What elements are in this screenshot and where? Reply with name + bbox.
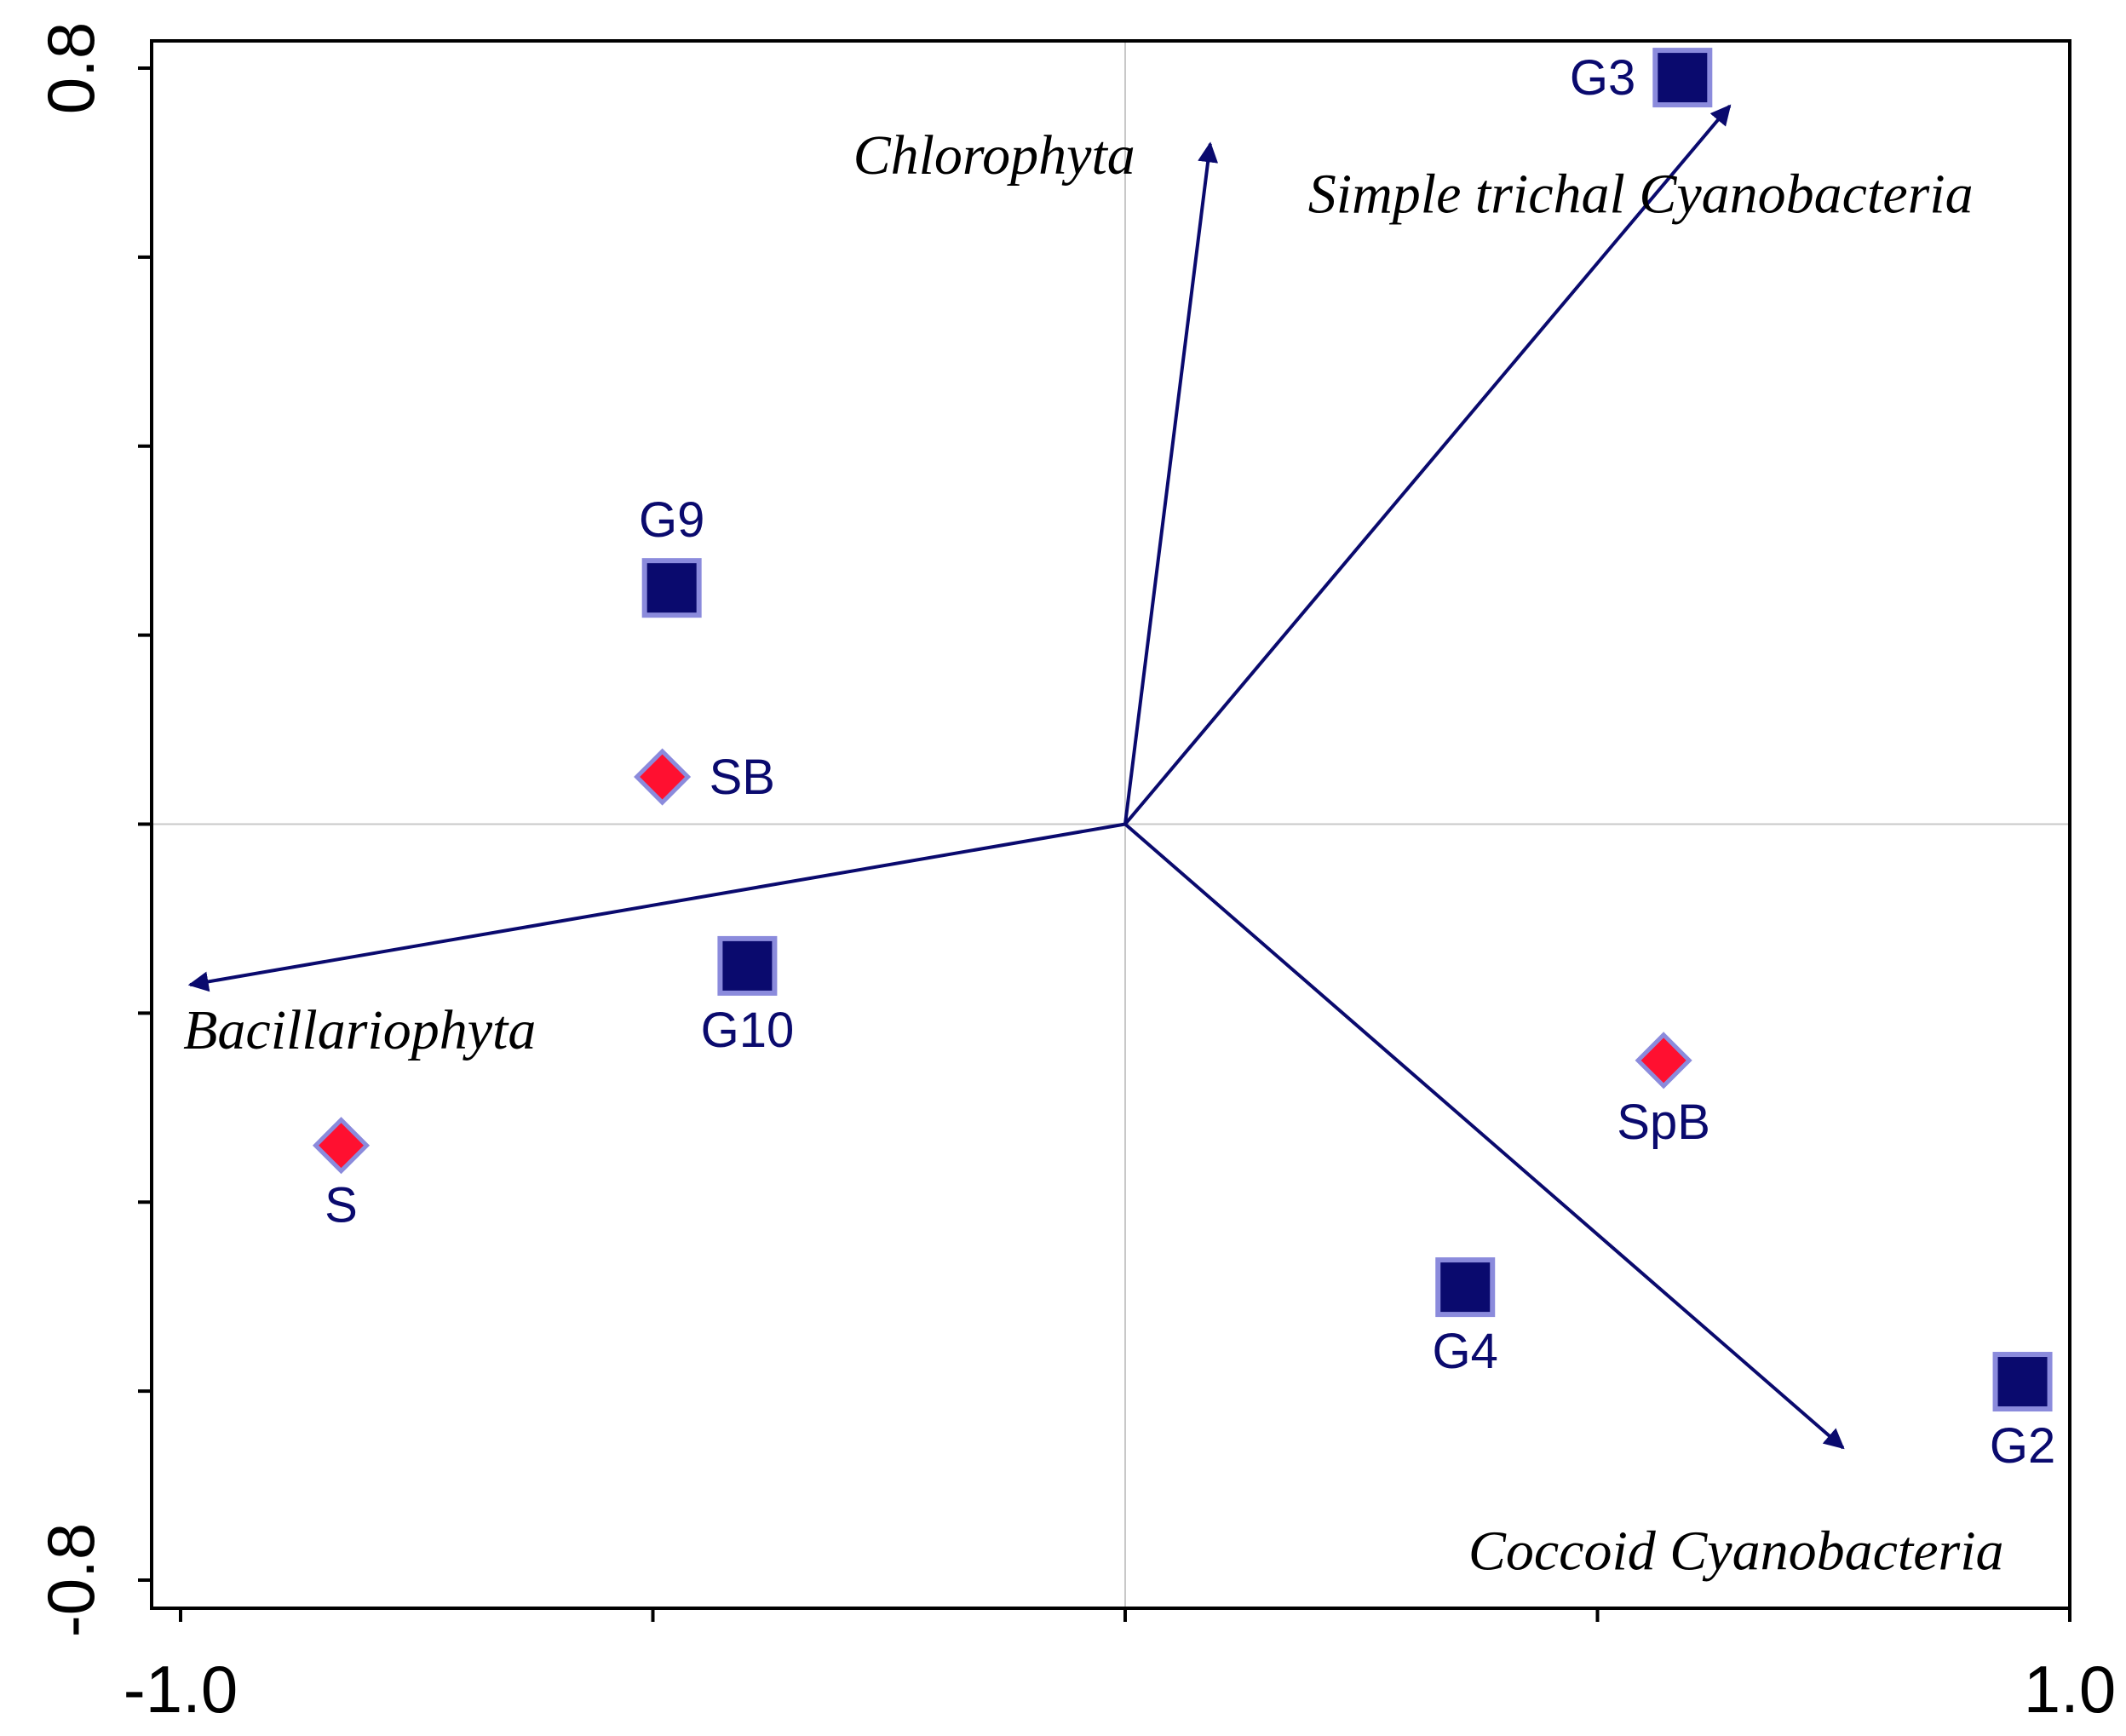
point-label-G2: G2 xyxy=(1990,1418,2055,1474)
x-tick-label-0: -1.0 xyxy=(124,1652,238,1727)
point-square-G3 xyxy=(1652,48,1713,108)
point-label-G3: G3 xyxy=(1570,50,1635,106)
point-diamond-SpB xyxy=(1635,1032,1692,1089)
point-label-SpB: SpB xyxy=(1617,1095,1710,1150)
vector-label-1: Simple trichal Cyanobacteria xyxy=(1308,163,1974,225)
vector-arrow-3 xyxy=(1123,822,1845,1450)
point-square-G9 xyxy=(641,558,702,618)
vector-label-0: Chlorophyta xyxy=(853,124,1135,187)
y-tick-label-0: 0.8 xyxy=(33,22,108,114)
vector-label-3: Coccoid Cyanobacteria xyxy=(1468,1520,2004,1583)
point-square-G2 xyxy=(1992,1352,2053,1412)
x-tick-label-1: 1.0 xyxy=(2024,1652,2116,1727)
point-diamond-S xyxy=(312,1117,371,1175)
point-square-G10 xyxy=(717,935,778,996)
point-label-G10: G10 xyxy=(701,1003,795,1058)
vector-arrow-2 xyxy=(187,822,1126,992)
vector-arrow-1 xyxy=(1123,104,1732,825)
point-label-G4: G4 xyxy=(1433,1324,1498,1379)
vector-arrow-0 xyxy=(1123,141,1219,825)
vector-label-2: Bacillariophyta xyxy=(183,999,536,1061)
point-label-SB: SB xyxy=(710,750,775,805)
point-label-S: S xyxy=(325,1178,358,1233)
point-label-G9: G9 xyxy=(639,492,704,548)
point-diamond-SB xyxy=(634,748,692,806)
point-square-G4 xyxy=(1435,1257,1496,1318)
y-tick-label-1: -0.8 xyxy=(33,1523,108,1637)
